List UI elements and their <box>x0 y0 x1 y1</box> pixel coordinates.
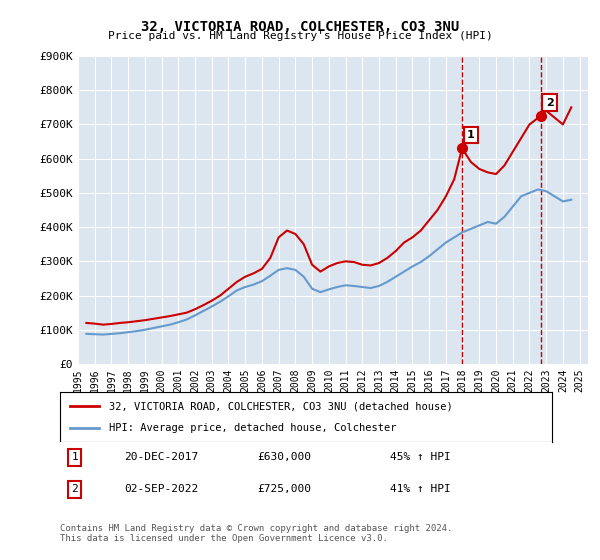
Text: 32, VICTORIA ROAD, COLCHESTER, CO3 3NU: 32, VICTORIA ROAD, COLCHESTER, CO3 3NU <box>141 20 459 34</box>
Text: 45% ↑ HPI: 45% ↑ HPI <box>389 452 451 462</box>
Text: HPI: Average price, detached house, Colchester: HPI: Average price, detached house, Colc… <box>109 423 397 433</box>
Text: 2: 2 <box>545 97 553 108</box>
Text: 02-SEP-2022: 02-SEP-2022 <box>124 484 198 494</box>
Text: 1: 1 <box>467 130 475 140</box>
Text: Price paid vs. HM Land Registry's House Price Index (HPI): Price paid vs. HM Land Registry's House … <box>107 31 493 41</box>
Text: 20-DEC-2017: 20-DEC-2017 <box>124 452 198 462</box>
Text: £725,000: £725,000 <box>257 484 311 494</box>
Text: £630,000: £630,000 <box>257 452 311 462</box>
Text: 41% ↑ HPI: 41% ↑ HPI <box>389 484 451 494</box>
Text: Contains HM Land Registry data © Crown copyright and database right 2024.
This d: Contains HM Land Registry data © Crown c… <box>60 524 452 543</box>
Text: 1: 1 <box>71 452 78 462</box>
Text: 32, VICTORIA ROAD, COLCHESTER, CO3 3NU (detached house): 32, VICTORIA ROAD, COLCHESTER, CO3 3NU (… <box>109 401 453 411</box>
Text: 2: 2 <box>71 484 78 494</box>
